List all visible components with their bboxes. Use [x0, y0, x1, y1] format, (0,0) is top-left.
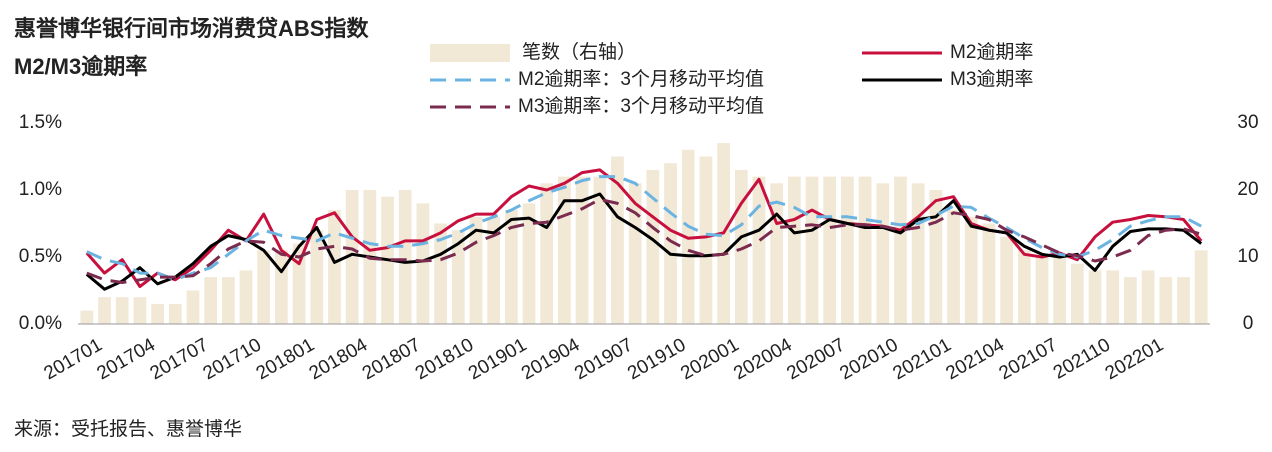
- bar: [522, 203, 536, 324]
- bar: [80, 310, 94, 324]
- x-tick-label: 201801: [253, 334, 318, 384]
- bar: [328, 210, 341, 324]
- bar: [257, 250, 271, 324]
- bar: [345, 190, 359, 324]
- bar: [504, 210, 518, 324]
- chart-subtitle: M2/M3逾期率: [14, 54, 147, 79]
- line: [86, 175, 1202, 282]
- bar: [911, 183, 925, 324]
- bar: [841, 176, 854, 324]
- bar: [823, 176, 837, 324]
- line: [85, 192, 1203, 291]
- bar: [1159, 277, 1173, 324]
- bar: [1088, 270, 1102, 324]
- bar: [310, 230, 324, 324]
- x-tick-label: 202001: [677, 334, 742, 384]
- bar: [540, 183, 554, 324]
- bar: [964, 216, 978, 324]
- bar: [646, 169, 660, 324]
- y-tick-label: 0.5%: [19, 246, 62, 267]
- bar: [115, 297, 129, 324]
- x-tick-label: 201704: [94, 334, 160, 384]
- legend-label: M3逾期率: [950, 68, 1033, 90]
- bar: [805, 176, 819, 324]
- bar: [1177, 277, 1190, 324]
- x-tick-label: 201810: [412, 334, 477, 384]
- x-tick-label: 201710: [200, 334, 265, 384]
- bar: [292, 243, 306, 324]
- bar: [947, 210, 960, 324]
- x-tick-label: 202004: [730, 334, 796, 384]
- x-tick-label: 202104: [943, 334, 1009, 384]
- bar: [558, 176, 571, 324]
- legend-label: M3逾期率：3个月移动平均值: [518, 95, 764, 117]
- line: [85, 168, 1203, 288]
- bar: [982, 223, 996, 324]
- y2-tick-label: 0: [1243, 313, 1254, 334]
- legend-label: 笔数（右轴）: [522, 41, 636, 63]
- x-tick-label: 201907: [571, 334, 636, 384]
- y2-tick-label: 20: [1237, 179, 1258, 200]
- bar: [204, 277, 218, 324]
- bar: [1000, 236, 1013, 324]
- bar: [894, 176, 907, 324]
- x-tick-label: 201807: [359, 334, 424, 384]
- x-tick-label: 202201: [1102, 334, 1167, 384]
- x-tick-label: 202107: [996, 334, 1061, 384]
- y2-tick-label: 30: [1237, 112, 1258, 133]
- bar: [434, 223, 447, 324]
- bar: [628, 183, 642, 324]
- bar: [239, 270, 253, 324]
- bar: [1035, 257, 1049, 324]
- bar: [858, 176, 872, 324]
- legend-label: M2逾期率：3个月移动平均值: [518, 68, 764, 90]
- bar: [275, 250, 288, 324]
- x-tick-label: 202007: [783, 334, 848, 384]
- bar: [168, 303, 182, 324]
- bar: [98, 297, 111, 324]
- bar: [752, 176, 766, 324]
- bar: [575, 176, 589, 324]
- bar: [1141, 270, 1155, 324]
- y-tick-label: 1.5%: [19, 112, 62, 133]
- bar: [186, 290, 200, 324]
- bar: [611, 156, 624, 324]
- bar: [929, 190, 943, 324]
- x-tick-label: 201910: [624, 334, 689, 384]
- line: [86, 197, 1202, 284]
- bar: [1106, 270, 1120, 324]
- bar: [593, 176, 607, 324]
- bar: [787, 176, 801, 324]
- bar: [876, 183, 890, 324]
- bar: [699, 156, 713, 324]
- bar: [1017, 250, 1031, 324]
- x-tick-label: 202110: [1050, 334, 1114, 383]
- bar: [133, 297, 147, 324]
- y-tick-label: 0.0%: [19, 313, 62, 334]
- bar: [1053, 257, 1067, 324]
- bar: [487, 216, 501, 324]
- bar: [1124, 277, 1137, 324]
- bar: [664, 163, 677, 324]
- bar: [1194, 250, 1208, 324]
- y2-tick-label: 10: [1237, 246, 1258, 267]
- y-tick-label: 1.0%: [19, 179, 62, 200]
- x-tick-label: 202010: [836, 334, 901, 384]
- x-tick-label: 202101: [889, 334, 954, 384]
- x-tick-label: 201904: [518, 334, 584, 384]
- bar: [221, 277, 235, 324]
- bar: [416, 203, 430, 324]
- x-tick-label: 201701: [40, 334, 105, 384]
- chart-title: 惠誉博华银行间市场消费贷ABS指数: [14, 16, 369, 41]
- x-tick-label: 201804: [306, 334, 372, 384]
- bar: [398, 190, 412, 324]
- source-note: 来源：受托报告、惠誉博华: [14, 418, 242, 440]
- x-tick-label: 201901: [465, 334, 530, 384]
- bar: [151, 303, 164, 324]
- legend-label: M2逾期率: [950, 41, 1033, 63]
- x-tick-label: 201707: [147, 334, 212, 384]
- bar: [1070, 263, 1084, 324]
- legend-swatch: [430, 44, 510, 62]
